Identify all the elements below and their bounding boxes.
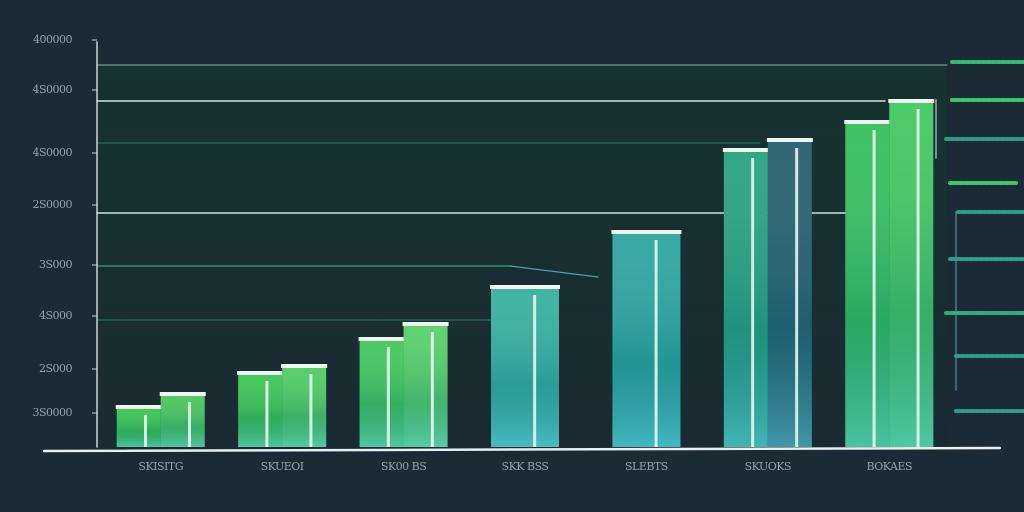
bar-shade <box>491 287 559 447</box>
bar-highlight <box>533 295 537 447</box>
bar-cap <box>358 337 405 341</box>
bars <box>115 99 935 447</box>
bar-shade <box>767 140 812 447</box>
bar-shade <box>359 339 404 447</box>
bar-cap <box>844 120 891 124</box>
bar-cap <box>722 148 769 152</box>
bar-highlight <box>265 381 269 447</box>
bar-cap <box>281 364 328 368</box>
x-tick-label: SKUEOI <box>261 460 304 473</box>
bar-shade <box>282 366 327 447</box>
x-tick-label: SLEBTS <box>625 460 668 473</box>
bar-highlight <box>187 402 191 447</box>
x-tick-label: BOKAES <box>866 460 912 473</box>
x-tick-label: SKISITG <box>138 460 183 473</box>
bar-shade <box>723 150 768 447</box>
bar-highlight <box>386 347 390 447</box>
bar-shade <box>116 407 161 447</box>
y-tick-label: 4S0000 <box>32 83 72 96</box>
y-tick-label: 3S0000 <box>32 406 72 419</box>
bar-highlight <box>872 130 876 447</box>
x-tick-label: SK00 BS <box>381 460 426 473</box>
bar-highlight <box>795 148 799 447</box>
bar-cap <box>611 230 682 234</box>
bar-cap <box>402 322 449 326</box>
bar-highlight <box>430 332 434 447</box>
bar-cap <box>888 99 935 103</box>
bar-highlight <box>143 415 147 447</box>
bar-highlight <box>916 109 920 447</box>
x-tick-label: SKUOKS <box>745 460 791 473</box>
decoration <box>42 41 1024 453</box>
bar-highlight <box>654 240 658 447</box>
x-tick-label: SKK BSS <box>502 460 549 473</box>
bar-cap <box>159 392 206 396</box>
bar-shade <box>889 101 934 447</box>
y-tick-label: 4S000 <box>39 309 73 322</box>
bar-highlight <box>309 374 313 447</box>
y-tick-label: 2S0000 <box>32 198 72 211</box>
bar-shade <box>612 232 681 447</box>
bar-shade <box>403 324 448 447</box>
bar-shade <box>160 394 205 447</box>
bar-cap <box>766 138 813 142</box>
bar-shade <box>845 122 890 447</box>
bar-cap <box>237 371 284 375</box>
bar-highlight <box>751 158 755 447</box>
bar-cap <box>115 405 162 409</box>
y-tick-label: 4S0000 <box>32 146 72 159</box>
bar-cap <box>490 285 560 289</box>
y-tick-label: 2S000 <box>39 362 73 375</box>
y-tick-label: 3S000 <box>39 258 73 271</box>
bar-shade <box>238 373 283 447</box>
y-tick-label: 400000 <box>33 33 72 46</box>
